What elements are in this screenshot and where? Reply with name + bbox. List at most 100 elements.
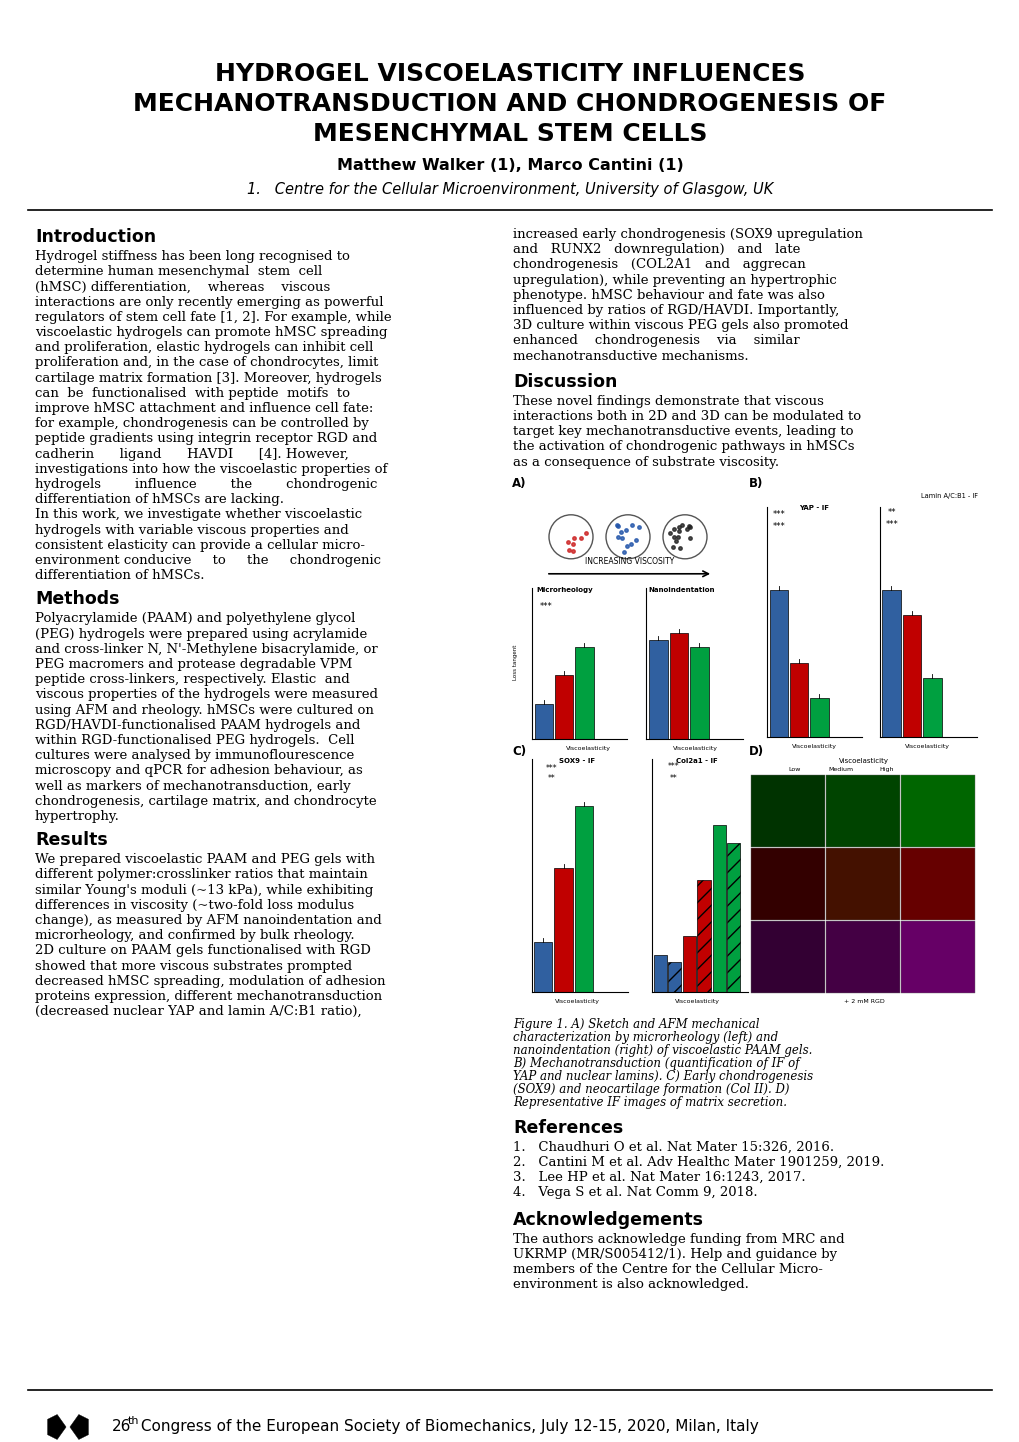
Text: viscous properties of the hydrogels were measured: viscous properties of the hydrogels were… bbox=[35, 688, 378, 701]
Text: mechanotransductive mechanisms.: mechanotransductive mechanisms. bbox=[513, 349, 748, 362]
Bar bbox=[575, 806, 593, 992]
Text: ***: *** bbox=[545, 764, 557, 773]
Text: In this work, we investigate whether viscoelastic: In this work, we investigate whether vis… bbox=[35, 509, 362, 522]
Text: characterization by microrheology (left) and: characterization by microrheology (left)… bbox=[513, 1031, 777, 1044]
Text: similar Young's moduli (~13 kPa), while exhibiting: similar Young's moduli (~13 kPa), while … bbox=[35, 884, 373, 897]
Text: hypertrophy.: hypertrophy. bbox=[35, 810, 120, 823]
Text: 2D culture on PAAM gels functionalised with RGD: 2D culture on PAAM gels functionalised w… bbox=[35, 945, 371, 957]
Text: Lamin A/C:B1 - IF: Lamin A/C:B1 - IF bbox=[920, 493, 977, 499]
Text: Matthew Walker (1), Marco Cantini (1): Matthew Walker (1), Marco Cantini (1) bbox=[336, 159, 683, 173]
Text: References: References bbox=[513, 1119, 623, 1136]
Text: Viscoelasticity: Viscoelasticity bbox=[791, 744, 836, 748]
Text: peptide cross-linkers, respectively. Elastic  and: peptide cross-linkers, respectively. Ela… bbox=[35, 673, 350, 686]
Text: Nanoindentation: Nanoindentation bbox=[647, 587, 713, 593]
Text: investigations into how the viscoelastic properties of: investigations into how the viscoelastic… bbox=[35, 463, 387, 476]
Text: YAP - IF: YAP - IF bbox=[798, 505, 828, 510]
Text: RGD/HAVDI-functionalised PAAM hydrogels and: RGD/HAVDI-functionalised PAAM hydrogels … bbox=[35, 718, 360, 731]
Text: The authors acknowledge funding from MRC and: The authors acknowledge funding from MRC… bbox=[513, 1233, 844, 1246]
Text: cartilage matrix formation [3]. Moreover, hydrogels: cartilage matrix formation [3]. Moreover… bbox=[35, 372, 381, 385]
Text: peptide gradients using integrin receptor RGD and: peptide gradients using integrin recepto… bbox=[35, 433, 377, 446]
Text: Medium: Medium bbox=[827, 767, 853, 771]
Text: (PEG) hydrogels were prepared using acrylamide: (PEG) hydrogels were prepared using acry… bbox=[35, 627, 367, 640]
Bar bbox=[690, 647, 708, 738]
Text: within RGD-functionalised PEG hydrogels.  Cell: within RGD-functionalised PEG hydrogels.… bbox=[35, 734, 355, 747]
Bar bbox=[653, 955, 666, 992]
Text: D): D) bbox=[748, 746, 763, 758]
Text: 3D culture within viscous PEG gels also promoted: 3D culture within viscous PEG gels also … bbox=[513, 319, 848, 332]
Text: showed that more viscous substrates prompted: showed that more viscous substrates prom… bbox=[35, 959, 352, 972]
PathPatch shape bbox=[70, 1415, 89, 1439]
Text: th: th bbox=[127, 1416, 140, 1426]
Text: and proliferation, elastic hydrogels can inhibit cell: and proliferation, elastic hydrogels can… bbox=[35, 342, 373, 355]
Text: improve hMSC attachment and influence cell fate:: improve hMSC attachment and influence ce… bbox=[35, 402, 373, 415]
Text: environment conducive     to     the     chondrogenic: environment conducive to the chondrogeni… bbox=[35, 554, 381, 567]
Text: PEG macromers and protease degradable VPM: PEG macromers and protease degradable VP… bbox=[35, 658, 352, 671]
Bar bbox=[825, 921, 899, 992]
Text: **: ** bbox=[547, 774, 555, 783]
Text: Methods: Methods bbox=[35, 590, 119, 609]
Text: proteins expression, different mechanotransduction: proteins expression, different mechanotr… bbox=[35, 991, 382, 1004]
Text: upregulation), while preventing an hypertrophic: upregulation), while preventing an hyper… bbox=[513, 274, 836, 287]
Text: Polyacrylamide (PAAM) and polyethylene glycol: Polyacrylamide (PAAM) and polyethylene g… bbox=[35, 613, 355, 626]
Text: Figure 1. A) Sketch and AFM mechanical: Figure 1. A) Sketch and AFM mechanical bbox=[513, 1018, 759, 1031]
Text: influenced by ratios of RGD/HAVDI. Importantly,: influenced by ratios of RGD/HAVDI. Impor… bbox=[513, 304, 839, 317]
Text: microrheology, and confirmed by bulk rheology.: microrheology, and confirmed by bulk rhe… bbox=[35, 929, 355, 942]
Text: (SOX9) and neocartilage formation (Col II). D): (SOX9) and neocartilage formation (Col I… bbox=[513, 1083, 789, 1096]
Bar bbox=[922, 678, 941, 737]
Text: These novel findings demonstrate that viscous: These novel findings demonstrate that vi… bbox=[513, 395, 823, 408]
Text: Congress of the European Society of Biomechanics, July 12-15, 2020, Milan, Italy: Congress of the European Society of Biom… bbox=[136, 1419, 758, 1433]
Text: Viscoelasticity: Viscoelasticity bbox=[839, 758, 889, 764]
Bar bbox=[554, 675, 573, 738]
Text: cultures were analysed by immunoflourescence: cultures were analysed by immunoflouresc… bbox=[35, 750, 354, 763]
Text: High: High bbox=[878, 767, 894, 771]
Text: Introduction: Introduction bbox=[35, 228, 156, 247]
Bar bbox=[697, 881, 710, 992]
Text: MESENCHYMAL STEM CELLS: MESENCHYMAL STEM CELLS bbox=[313, 123, 706, 146]
Bar bbox=[554, 868, 573, 992]
Bar bbox=[668, 633, 688, 738]
Bar bbox=[900, 921, 974, 992]
Text: target key mechanotransductive events, leading to: target key mechanotransductive events, l… bbox=[513, 425, 853, 438]
Bar bbox=[900, 774, 974, 846]
Text: Viscoelasticity: Viscoelasticity bbox=[674, 999, 718, 1004]
Text: Viscoelasticity: Viscoelasticity bbox=[554, 999, 599, 1004]
Bar bbox=[881, 590, 900, 737]
Text: B) Mechanotransduction (quantification of IF of: B) Mechanotransduction (quantification o… bbox=[513, 1057, 799, 1070]
Text: differences in viscosity (~two-fold loss modulus: differences in viscosity (~two-fold loss… bbox=[35, 898, 354, 911]
Text: We prepared viscoelastic PAAM and PEG gels with: We prepared viscoelastic PAAM and PEG ge… bbox=[35, 854, 375, 867]
Bar bbox=[750, 848, 824, 920]
Text: differentiation of hMSCs.: differentiation of hMSCs. bbox=[35, 570, 204, 583]
Text: SOX9 - IF: SOX9 - IF bbox=[558, 758, 594, 764]
Text: microscopy and qPCR for adhesion behaviour, as: microscopy and qPCR for adhesion behavio… bbox=[35, 764, 363, 777]
Text: cadherin      ligand      HAVDI      [4]. However,: cadherin ligand HAVDI [4]. However, bbox=[35, 447, 348, 460]
Bar bbox=[825, 848, 899, 920]
Text: for example, chondrogenesis can be controlled by: for example, chondrogenesis can be contr… bbox=[35, 417, 369, 430]
Text: HYDROGEL VISCOELASTICITY INFLUENCES: HYDROGEL VISCOELASTICITY INFLUENCES bbox=[215, 62, 804, 87]
Text: increased early chondrogenesis (SOX9 upregulation: increased early chondrogenesis (SOX9 upr… bbox=[513, 228, 862, 241]
Text: using AFM and rheology. hMSCs were cultured on: using AFM and rheology. hMSCs were cultu… bbox=[35, 704, 374, 717]
Text: as a consequence of substrate viscosity.: as a consequence of substrate viscosity. bbox=[513, 456, 779, 469]
Text: Viscoelasticity: Viscoelasticity bbox=[904, 744, 949, 748]
Text: C): C) bbox=[512, 746, 526, 758]
Bar bbox=[900, 848, 974, 920]
Text: Microrheology: Microrheology bbox=[535, 587, 592, 593]
Bar bbox=[534, 943, 552, 992]
Text: interactions both in 2D and 3D can be modulated to: interactions both in 2D and 3D can be mo… bbox=[513, 410, 860, 423]
Text: 2.   Cantini M et al. Adv Healthc Mater 1901259, 2019.: 2. Cantini M et al. Adv Healthc Mater 19… bbox=[513, 1156, 883, 1169]
Text: Low: Low bbox=[788, 767, 800, 771]
Text: ***: *** bbox=[667, 761, 679, 771]
Text: Representative IF images of matrix secretion.: Representative IF images of matrix secre… bbox=[513, 1096, 787, 1109]
Text: phenotype. hMSC behaviour and fate was also: phenotype. hMSC behaviour and fate was a… bbox=[513, 288, 824, 301]
Text: **: ** bbox=[669, 774, 678, 783]
Text: proliferation and, in the case of chondrocytes, limit: proliferation and, in the case of chondr… bbox=[35, 356, 378, 369]
Text: and cross-linker N, N'-Methylene bisacrylamide, or: and cross-linker N, N'-Methylene bisacry… bbox=[35, 643, 377, 656]
Text: A): A) bbox=[512, 477, 526, 490]
Bar bbox=[750, 774, 824, 846]
Text: UKRMP (MR/S005412/1). Help and guidance by: UKRMP (MR/S005412/1). Help and guidance … bbox=[513, 1247, 837, 1260]
PathPatch shape bbox=[48, 1415, 66, 1439]
Bar bbox=[825, 774, 899, 846]
Text: and   RUNX2   downregulation)   and   late: and RUNX2 downregulation) and late bbox=[513, 244, 800, 257]
Text: hydrogels        influence        the        chondrogenic: hydrogels influence the chondrogenic bbox=[35, 477, 377, 490]
Text: can  be  functionalised  with peptide  motifs  to: can be functionalised with peptide motif… bbox=[35, 386, 350, 399]
Bar bbox=[667, 962, 681, 992]
